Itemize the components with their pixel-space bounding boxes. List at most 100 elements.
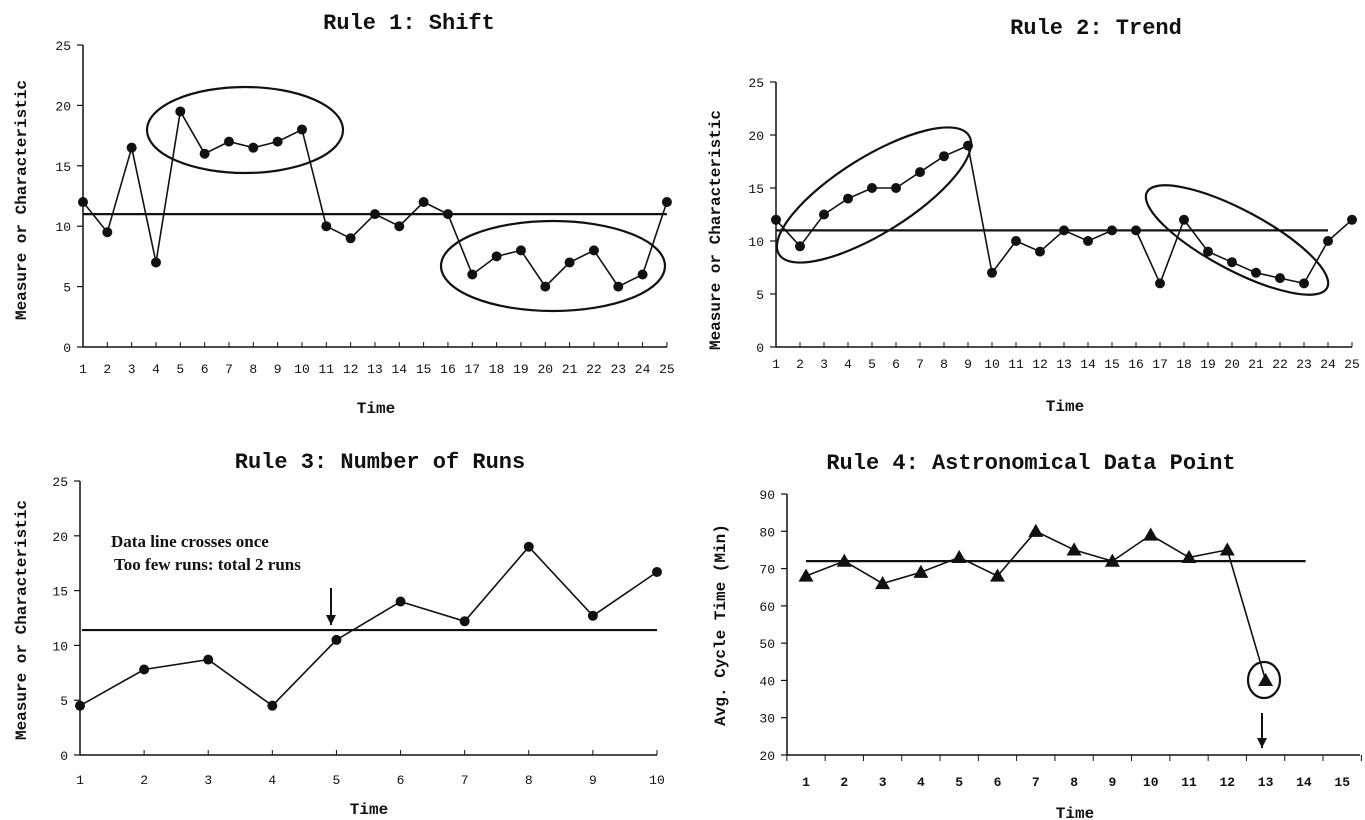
- series-line: [775, 144, 1353, 286]
- x-tick-label: 3: [820, 357, 828, 372]
- x-tick-label: 3: [204, 773, 212, 788]
- data-point: [1059, 225, 1069, 236]
- y-axis-label: Measure or Characteristic: [13, 500, 31, 740]
- highlight-ovals: [775, 126, 1330, 296]
- data-point: [637, 269, 648, 280]
- y-tick-label: 5: [63, 281, 71, 296]
- y-tick-label: 25: [52, 475, 68, 490]
- x-tick-label: 10: [649, 773, 665, 788]
- data-point: [913, 564, 929, 578]
- x-tick-label: 6: [201, 362, 209, 377]
- y-axis-label: Avg. Cycle Time (Min): [712, 524, 730, 726]
- x-tick-label: 8: [940, 357, 948, 372]
- x-tick-label: 25: [1344, 357, 1360, 372]
- highlight-ovals: [1246, 660, 1282, 700]
- data-point: [150, 257, 161, 268]
- data-point: [223, 136, 234, 147]
- data-point: [1275, 273, 1285, 284]
- data-point: [819, 209, 829, 220]
- data-point: [1083, 236, 1093, 246]
- x-tick-label: 4: [844, 357, 852, 372]
- x-tick-label: 21: [1248, 357, 1264, 372]
- data-line: [775, 144, 1353, 286]
- data-point: [203, 654, 214, 665]
- data-point: [248, 142, 259, 153]
- data-point: [1323, 236, 1333, 246]
- data-point: [1011, 236, 1021, 246]
- data-point: [939, 151, 949, 162]
- data-point: [1179, 214, 1189, 225]
- data-point: [540, 281, 551, 292]
- data-points: [771, 140, 1357, 289]
- data-point: [272, 136, 283, 147]
- x-tick-label: 7: [461, 773, 469, 788]
- highlight-ovals: [145, 85, 667, 313]
- annotation-crosses: Data line crosses once: [111, 532, 269, 551]
- x-tick-label: 10: [294, 362, 310, 377]
- x-axis-label: Time: [350, 801, 388, 819]
- x-tick-label: 18: [489, 362, 505, 377]
- data-line: [82, 109, 668, 288]
- x-tick-label: 9: [274, 362, 282, 377]
- x-tick-label: 19: [513, 362, 529, 377]
- x-tick-label: 11: [1181, 775, 1197, 790]
- x-tick-label: 2: [103, 362, 111, 377]
- x-tick-label: 5: [868, 357, 876, 372]
- crossing-arrow: [326, 588, 336, 625]
- y-tick-label: 0: [63, 341, 71, 356]
- x-tick-label: 22: [586, 362, 602, 377]
- x-tick-label: 1: [772, 357, 780, 372]
- chart-title: Rule 4: Astronomical Data Point: [826, 451, 1235, 476]
- highlight-oval: [775, 126, 973, 264]
- data-point: [564, 257, 575, 268]
- data-point: [1181, 549, 1197, 564]
- data-point: [915, 167, 925, 178]
- highlight-oval: [145, 85, 345, 175]
- chart-title: Rule 3: Number of Runs: [235, 450, 525, 475]
- x-tick-label: 7: [1032, 775, 1040, 790]
- x-tick-label: 13: [1056, 357, 1072, 372]
- y-axis-label: Measure or Characteristic: [707, 110, 725, 350]
- x-tick-label: 6: [994, 775, 1002, 790]
- outlier-arrow: [1257, 713, 1267, 748]
- data-point: [78, 197, 88, 208]
- data-point: [795, 241, 805, 252]
- x-axis-label: Time: [1056, 805, 1094, 820]
- data-point: [587, 610, 598, 621]
- y-tick-label: 25: [748, 76, 764, 91]
- data-point: [1203, 246, 1213, 257]
- x-tick-label: 14: [1296, 775, 1312, 790]
- x-tick-label: 16: [1128, 357, 1144, 372]
- y-tick-label: 20: [52, 530, 68, 545]
- data-point: [418, 197, 429, 208]
- data-point: [1258, 672, 1274, 687]
- data-point: [394, 221, 405, 232]
- y-tick-label: 10: [55, 220, 71, 235]
- data-point: [1347, 214, 1357, 225]
- x-tick-label: 13: [367, 362, 383, 377]
- y-tick-label: 30: [759, 712, 775, 727]
- x-tick-label: 12: [1219, 775, 1235, 790]
- y-tick-label: 60: [759, 600, 775, 615]
- data-points: [78, 106, 672, 292]
- data-point: [951, 549, 967, 564]
- y-tick-label: 5: [60, 694, 68, 709]
- data-point: [1035, 246, 1045, 257]
- data-point: [523, 541, 534, 552]
- chart-rule-3: Rule 3: Number of Runs Measure or Charac…: [13, 450, 665, 819]
- x-tick-label: 2: [140, 773, 148, 788]
- x-tick-label: 1: [79, 362, 87, 377]
- x-tick-label: 25: [659, 362, 675, 377]
- x-tick-label: 10: [984, 357, 1000, 372]
- data-point: [891, 183, 901, 193]
- x-tick-label: 5: [333, 773, 341, 788]
- x-tick-label: 20: [1224, 357, 1240, 372]
- data-point: [867, 183, 877, 193]
- axes: 0 5 10 15 20 25 1 2 3 4 5 6 7 8 9 10: [52, 475, 664, 788]
- x-tick-label: 15: [1334, 775, 1350, 790]
- annotation-runs: Too few runs: total 2 runs: [114, 555, 301, 574]
- x-tick-label: 23: [1296, 357, 1312, 372]
- y-tick-label: 10: [748, 235, 764, 250]
